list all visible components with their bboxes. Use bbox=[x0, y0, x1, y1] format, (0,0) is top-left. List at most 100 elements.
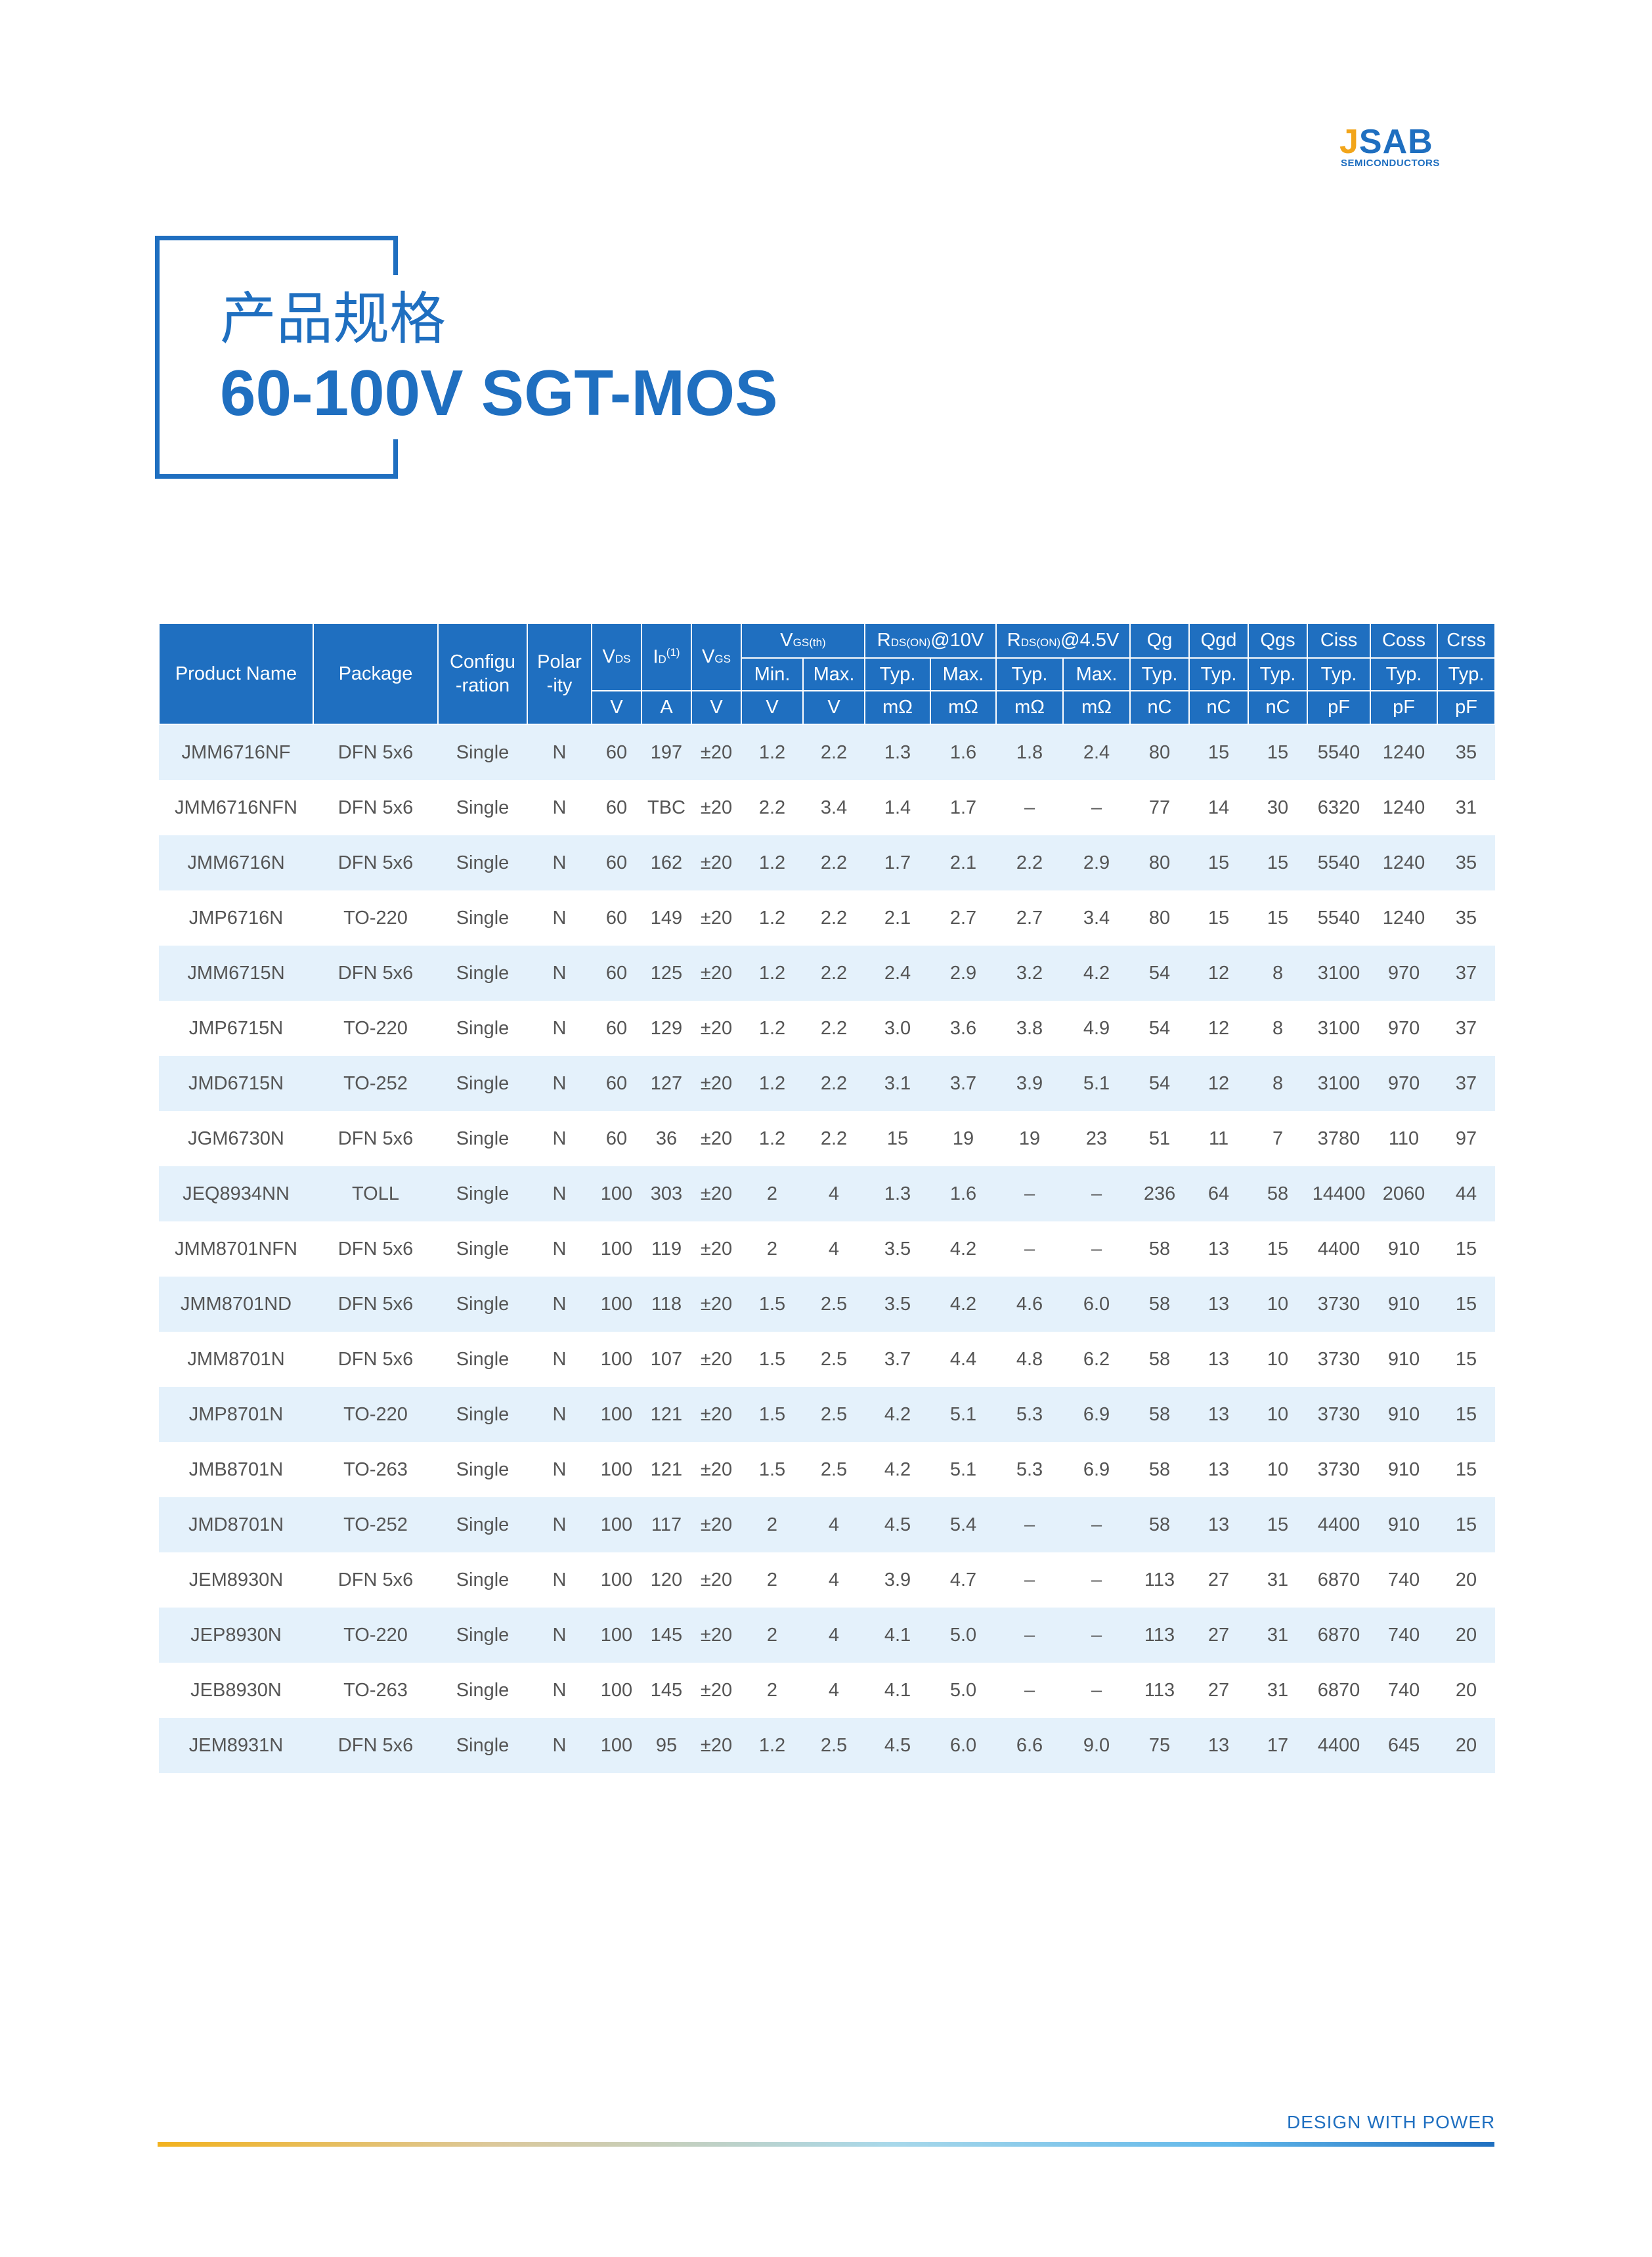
table-cell: 5.1 bbox=[1063, 1056, 1131, 1111]
table-row: JMP6716N TO-220 Single N 60 149 ±20 1.2 2.2 2.1 2.… bbox=[159, 890, 1496, 946]
table-cell: 10 bbox=[1248, 1442, 1308, 1497]
table-cell: 3100 bbox=[1307, 946, 1371, 1001]
table-cell: ±20 bbox=[691, 835, 741, 890]
table-cell: ±20 bbox=[691, 1001, 741, 1056]
table-cell: 2.2 bbox=[803, 1056, 865, 1111]
table-cell: 58 bbox=[1130, 1387, 1190, 1442]
table-cell: DFN 5x6 bbox=[313, 1221, 438, 1277]
table-cell: 6.0 bbox=[1063, 1277, 1131, 1332]
table-cell: Single bbox=[438, 1001, 527, 1056]
table-cell: TO-220 bbox=[313, 1001, 438, 1056]
table-cell: 2.5 bbox=[803, 1387, 865, 1442]
table-cell: 10 bbox=[1248, 1387, 1308, 1442]
product-name-cell: JMP6715N bbox=[159, 1001, 313, 1056]
unit-nc: nC bbox=[1188, 690, 1250, 725]
product-name-cell: JEQ8934NN bbox=[159, 1166, 313, 1221]
table-cell: 60 bbox=[592, 724, 641, 780]
table-cell: N bbox=[527, 835, 592, 890]
table-row: JMM6716NF DFN 5x6 Single N 60 197 ±20 1.2 2.2 1.3… bbox=[159, 724, 1496, 780]
table-cell: N bbox=[527, 1387, 592, 1442]
table-cell: 4.1 bbox=[865, 1663, 930, 1718]
header-rds-on-4-5v: RDS(ON)@4.5V bbox=[995, 623, 1131, 659]
page-title-en: 60-100V SGT-MOS bbox=[220, 357, 778, 429]
table-cell: 910 bbox=[1370, 1221, 1438, 1277]
table-cell: 910 bbox=[1370, 1497, 1438, 1552]
table-cell: 970 bbox=[1370, 1001, 1438, 1056]
table-row: JMD6715N TO-252 Single N 60 127 ±20 1.2 2.2 3.1 3.… bbox=[159, 1056, 1496, 1111]
table-cell: Single bbox=[438, 1111, 527, 1166]
table-row: JMM6715N DFN 5x6 Single N 60 125 ±20 1.2 2.2 2.4 2… bbox=[159, 946, 1496, 1001]
table-cell: 2.9 bbox=[930, 946, 997, 1001]
table-row: JEQ8934NN TOLL Single N 100 303 ±20 2 4 1.3 1.6– –2… bbox=[159, 1166, 1496, 1221]
table-cell: Single bbox=[438, 724, 527, 780]
table-cell: ±20 bbox=[691, 1552, 741, 1608]
header-configuration: Configu -ration bbox=[437, 623, 528, 725]
table-cell: Single bbox=[438, 780, 527, 835]
table-cell: 3100 bbox=[1307, 1056, 1371, 1111]
table-cell: ±20 bbox=[691, 1332, 741, 1387]
table-cell: 1.6 bbox=[930, 1166, 997, 1221]
table-cell: 3.5 bbox=[865, 1277, 930, 1332]
table-cell: 30 bbox=[1248, 780, 1308, 835]
table-cell: Single bbox=[438, 1552, 527, 1608]
table-cell: 6.9 bbox=[1063, 1442, 1131, 1497]
table-cell: 4.2 bbox=[1063, 946, 1131, 1001]
table-cell: 3.4 bbox=[1063, 890, 1131, 946]
product-name-cell: JMP8701N bbox=[159, 1387, 313, 1442]
table-cell: 127 bbox=[641, 1056, 691, 1111]
unit-mohm: mΩ bbox=[1062, 690, 1131, 725]
table-cell: 145 bbox=[641, 1608, 691, 1663]
table-cell: 1.5 bbox=[741, 1332, 803, 1387]
product-name-cell: JMD6715N bbox=[159, 1056, 313, 1111]
table-cell: 5.0 bbox=[930, 1663, 997, 1718]
unit-mohm: mΩ bbox=[929, 690, 997, 725]
table-cell: TO-263 bbox=[313, 1663, 438, 1718]
table-cell: 1240 bbox=[1370, 724, 1438, 780]
table-row: JMM8701NFN DFN 5x6 Single N 100 119 ±20 2 4 3.5 4.… bbox=[159, 1221, 1496, 1277]
table-cell: 1.6 bbox=[930, 724, 997, 780]
table-cell: Single bbox=[438, 1497, 527, 1552]
table-cell: 2.2 bbox=[803, 1001, 865, 1056]
table-cell: N bbox=[527, 1552, 592, 1608]
table-cell: 13 bbox=[1189, 1387, 1249, 1442]
table-cell: 60 bbox=[592, 946, 641, 1001]
table-cell: 13 bbox=[1189, 1442, 1249, 1497]
table-cell: 970 bbox=[1370, 1056, 1438, 1111]
table-cell: Single bbox=[438, 835, 527, 890]
table-cell: 113 bbox=[1130, 1552, 1190, 1608]
table-cell: 113 bbox=[1130, 1608, 1190, 1663]
table-cell: – bbox=[996, 1663, 1064, 1718]
table-cell: ±20 bbox=[691, 1497, 741, 1552]
table-cell: 20 bbox=[1437, 1552, 1496, 1608]
table-cell: 2.2 bbox=[803, 890, 865, 946]
subheader-typ: Typ. bbox=[1307, 657, 1372, 691]
header-product-name: Product Name bbox=[158, 623, 314, 725]
table-cell: 4 bbox=[803, 1608, 865, 1663]
table-cell: 2.1 bbox=[865, 890, 930, 946]
table-cell: 100 bbox=[592, 1552, 641, 1608]
table-cell: 4 bbox=[803, 1663, 865, 1718]
header-polarity: Polar -ity bbox=[527, 623, 592, 725]
table-cell: 8 bbox=[1248, 1056, 1308, 1111]
table-cell: 15 bbox=[1189, 724, 1249, 780]
table-cell: Single bbox=[438, 1442, 527, 1497]
table-cell: 97 bbox=[1437, 1111, 1496, 1166]
table-cell: 1240 bbox=[1370, 835, 1438, 890]
table-cell: 1.2 bbox=[741, 946, 803, 1001]
table-cell: 4 bbox=[803, 1166, 865, 1221]
table-cell: 20 bbox=[1437, 1718, 1496, 1773]
table-cell: DFN 5x6 bbox=[313, 1111, 438, 1166]
product-name-cell: JMP6716N bbox=[159, 890, 313, 946]
table-cell: 58 bbox=[1130, 1497, 1190, 1552]
unit-a: A bbox=[641, 690, 692, 725]
table-cell: 4.2 bbox=[930, 1277, 997, 1332]
table-cell: 27 bbox=[1189, 1608, 1249, 1663]
product-name-cell: JMM6716NFN bbox=[159, 780, 313, 835]
table-cell: 13 bbox=[1189, 1277, 1249, 1332]
table-cell: ±20 bbox=[691, 780, 741, 835]
table-cell: 4.2 bbox=[865, 1387, 930, 1442]
table-cell: 129 bbox=[641, 1001, 691, 1056]
table-cell: 13 bbox=[1189, 1221, 1249, 1277]
table-cell: Single bbox=[438, 1056, 527, 1111]
table-cell: 12 bbox=[1189, 1001, 1249, 1056]
